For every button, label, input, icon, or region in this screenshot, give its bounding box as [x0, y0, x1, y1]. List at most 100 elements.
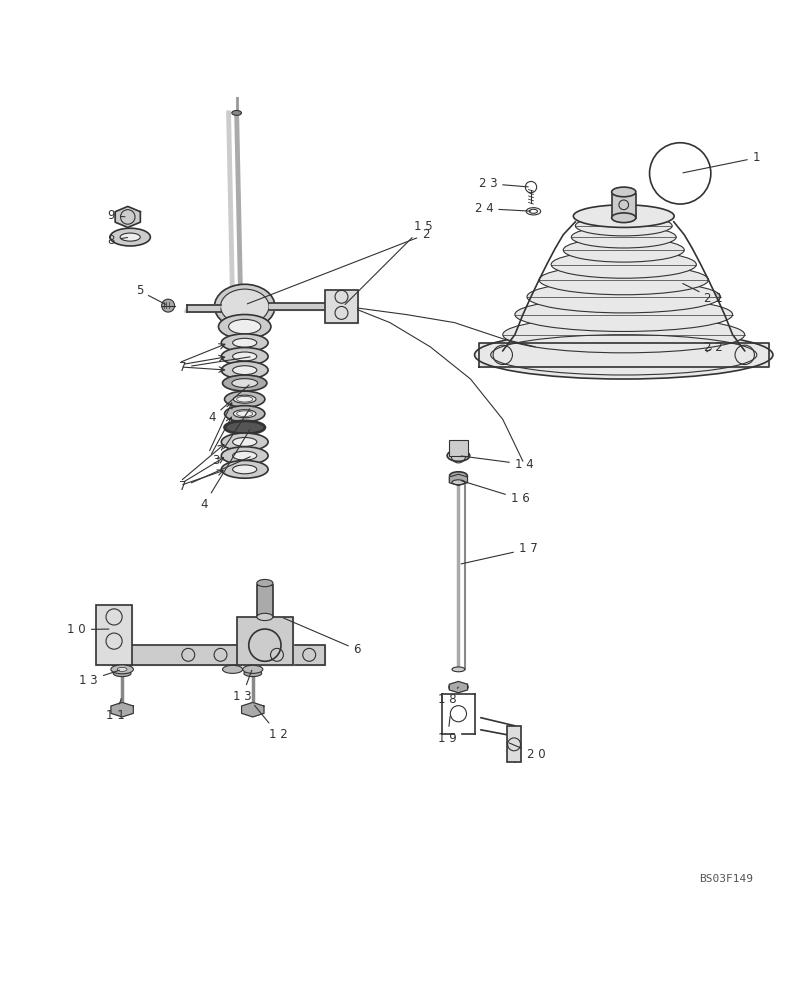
- Ellipse shape: [221, 289, 268, 324]
- Ellipse shape: [232, 352, 256, 361]
- Ellipse shape: [243, 670, 261, 677]
- Ellipse shape: [221, 334, 268, 352]
- Ellipse shape: [221, 433, 268, 451]
- Ellipse shape: [231, 379, 257, 388]
- Ellipse shape: [448, 683, 467, 691]
- Ellipse shape: [571, 226, 676, 248]
- Text: 3: 3: [212, 409, 249, 467]
- Bar: [506, 726, 521, 762]
- Polygon shape: [111, 702, 133, 717]
- Text: 7: 7: [178, 457, 250, 493]
- Text: 1 9: 1 9: [438, 716, 457, 745]
- Text: 1 5: 1 5: [345, 220, 432, 304]
- Text: BS03F149: BS03F149: [698, 874, 752, 884]
- Bar: [448, 440, 467, 456]
- Ellipse shape: [117, 667, 127, 671]
- Text: 1 4: 1 4: [461, 456, 533, 471]
- Ellipse shape: [225, 421, 264, 434]
- Ellipse shape: [221, 447, 268, 465]
- Polygon shape: [184, 305, 221, 312]
- Ellipse shape: [111, 665, 133, 674]
- Text: 1 3: 1 3: [79, 670, 119, 687]
- Text: 1: 1: [682, 151, 759, 173]
- Text: 7: 7: [178, 357, 250, 374]
- Polygon shape: [225, 298, 248, 302]
- Ellipse shape: [113, 670, 131, 677]
- Text: 2 0: 2 0: [508, 743, 545, 761]
- Ellipse shape: [611, 187, 635, 197]
- Ellipse shape: [474, 331, 772, 379]
- Text: 4: 4: [200, 430, 250, 511]
- Text: 1 2: 1 2: [254, 705, 287, 741]
- Ellipse shape: [514, 298, 732, 331]
- Ellipse shape: [221, 348, 268, 365]
- Ellipse shape: [232, 366, 256, 375]
- Polygon shape: [115, 206, 140, 227]
- Text: 1 8: 1 8: [438, 687, 458, 706]
- Ellipse shape: [232, 451, 256, 460]
- Bar: [256, 585, 272, 617]
- Ellipse shape: [116, 704, 127, 708]
- Ellipse shape: [229, 319, 260, 334]
- Ellipse shape: [110, 228, 150, 246]
- Polygon shape: [478, 343, 768, 367]
- Text: 1 6: 1 6: [461, 481, 529, 505]
- Bar: [96, 605, 131, 665]
- Text: 1 3: 1 3: [232, 670, 251, 703]
- Ellipse shape: [526, 281, 719, 313]
- Ellipse shape: [232, 438, 256, 446]
- Ellipse shape: [256, 579, 272, 587]
- Ellipse shape: [449, 472, 466, 480]
- Bar: [611, 194, 635, 218]
- Bar: [325, 290, 357, 323]
- Ellipse shape: [214, 284, 275, 329]
- Ellipse shape: [452, 667, 465, 672]
- Ellipse shape: [573, 205, 673, 227]
- Polygon shape: [236, 617, 293, 665]
- Ellipse shape: [225, 406, 264, 422]
- Ellipse shape: [256, 613, 272, 621]
- Text: 5: 5: [135, 284, 165, 304]
- Ellipse shape: [452, 480, 465, 485]
- Text: 1 0: 1 0: [67, 623, 109, 636]
- Polygon shape: [448, 681, 467, 693]
- Ellipse shape: [242, 665, 263, 673]
- Text: 9: 9: [108, 209, 125, 222]
- Ellipse shape: [120, 233, 140, 241]
- Ellipse shape: [232, 338, 256, 347]
- Polygon shape: [448, 474, 467, 485]
- Text: 2 2: 2 2: [703, 341, 723, 354]
- Text: 6: 6: [283, 618, 361, 656]
- Text: 1 1: 1 1: [106, 699, 125, 722]
- Text: 4: 4: [208, 385, 249, 424]
- Text: 2 1: 2 1: [682, 283, 723, 305]
- Ellipse shape: [447, 450, 469, 461]
- Ellipse shape: [502, 317, 744, 353]
- Circle shape: [161, 299, 174, 312]
- Ellipse shape: [232, 465, 256, 474]
- Ellipse shape: [563, 238, 684, 262]
- Ellipse shape: [222, 375, 267, 391]
- Polygon shape: [242, 702, 264, 717]
- Ellipse shape: [575, 216, 672, 236]
- Ellipse shape: [539, 265, 707, 295]
- Bar: [111, 645, 325, 665]
- Polygon shape: [96, 605, 131, 665]
- Ellipse shape: [221, 361, 268, 379]
- Text: 2 4: 2 4: [474, 202, 530, 215]
- Ellipse shape: [611, 213, 635, 223]
- Ellipse shape: [551, 251, 696, 278]
- Ellipse shape: [225, 391, 264, 407]
- Ellipse shape: [218, 315, 271, 339]
- Ellipse shape: [221, 460, 268, 478]
- Ellipse shape: [233, 395, 255, 403]
- Text: 2 3: 2 3: [478, 177, 528, 190]
- Text: 1 7: 1 7: [461, 542, 537, 564]
- Text: 8: 8: [108, 234, 127, 247]
- Ellipse shape: [233, 410, 255, 418]
- Polygon shape: [268, 303, 341, 310]
- Text: 2: 2: [247, 228, 429, 304]
- Bar: [236, 617, 293, 665]
- Polygon shape: [111, 645, 325, 665]
- Ellipse shape: [222, 665, 242, 673]
